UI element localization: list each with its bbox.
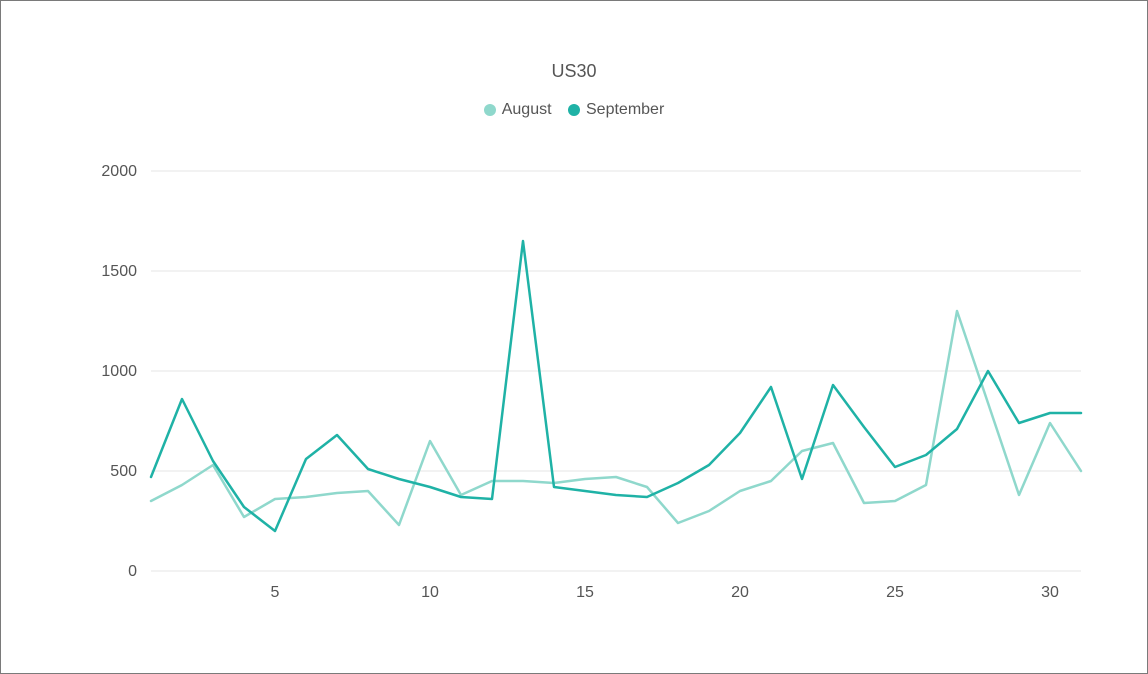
chart-legend: August September [1, 101, 1147, 121]
x-tick-label: 20 [731, 584, 749, 601]
x-tick-label: 10 [421, 584, 439, 601]
series-september [151, 241, 1081, 531]
x-tick-label: 15 [576, 584, 594, 601]
y-tick-label: 500 [110, 463, 137, 480]
legend-item-september: September [568, 101, 664, 119]
legend-swatch-september [568, 104, 580, 116]
x-tick-label: 25 [886, 584, 904, 601]
x-tick-label: 5 [271, 584, 280, 601]
plot-area: 0 500 1000 1500 2000 5 10 15 20 25 30 [91, 151, 1091, 611]
legend-label-september: September [586, 101, 664, 119]
y-tick-label: 1500 [101, 263, 137, 280]
legend-label-august: August [502, 101, 552, 119]
chart-title: US30 [1, 61, 1147, 82]
y-tick-label: 2000 [101, 163, 137, 180]
legend-item-august: August [484, 101, 552, 119]
plot-svg: 0 500 1000 1500 2000 5 10 15 20 25 30 [91, 151, 1091, 611]
y-tick-label: 0 [128, 563, 137, 580]
x-tick-label: 30 [1041, 584, 1059, 601]
legend-swatch-august [484, 104, 496, 116]
y-tick-label: 1000 [101, 363, 137, 380]
chart-frame: US30 August September 0 500 1000 1500 2000 5 1… [0, 0, 1148, 674]
